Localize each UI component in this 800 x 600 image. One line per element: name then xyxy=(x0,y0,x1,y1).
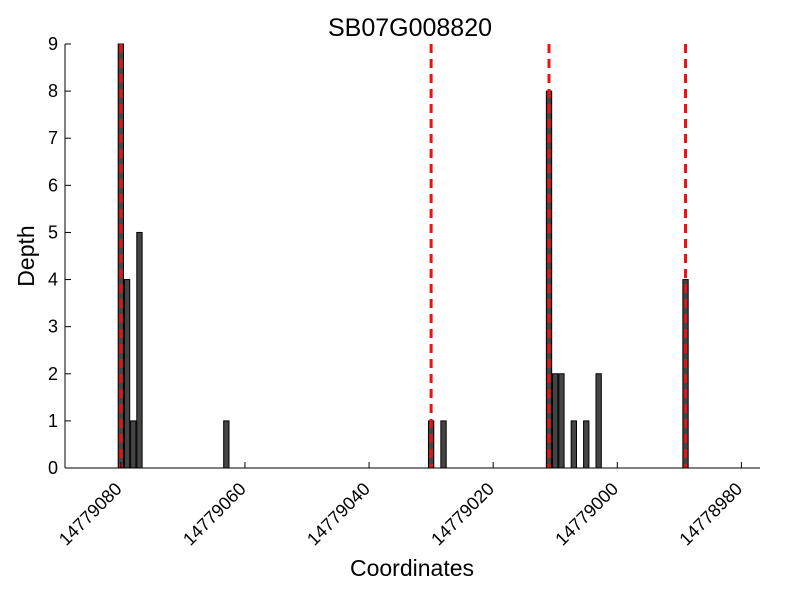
y-tick-label: 7 xyxy=(48,128,58,148)
x-tick-label: 14779080 xyxy=(55,479,126,550)
bar xyxy=(130,420,137,469)
x-tick-label: 14779040 xyxy=(303,479,374,550)
x-tick-label: 14779020 xyxy=(427,479,498,550)
y-tick-label: 9 xyxy=(48,34,58,54)
bar xyxy=(570,420,578,469)
y-tick-label: 1 xyxy=(48,411,58,431)
bar xyxy=(595,373,602,469)
y-tick-label: 8 xyxy=(48,81,58,101)
axes-layer xyxy=(64,44,760,469)
bar xyxy=(558,373,565,469)
bar xyxy=(123,279,131,469)
bar xyxy=(552,373,559,469)
x-axis-label: Coordinates xyxy=(350,555,474,581)
x-tick-label: 14779060 xyxy=(179,479,250,550)
y-axis-label: Depth xyxy=(13,225,39,286)
y-tick-label: 0 xyxy=(48,458,58,478)
y-ticks-layer: 0 1 2 3 4 5 6 7 8 9 xyxy=(48,34,71,478)
x-tick-label: 14778980 xyxy=(675,479,746,550)
chart-title: SB07G008820 xyxy=(328,14,492,42)
y-tick-label: 5 xyxy=(48,222,58,242)
y-tick-label: 4 xyxy=(48,270,58,290)
x-tick-label: 14779000 xyxy=(551,479,622,550)
bar xyxy=(440,420,447,469)
bar xyxy=(136,231,143,469)
y-tick-label: 3 xyxy=(48,317,58,337)
marker-lines-layer xyxy=(119,44,688,468)
y-tick-label: 6 xyxy=(48,175,58,195)
bars-layer xyxy=(117,43,689,469)
bar xyxy=(223,420,230,469)
x-ticks-layer: 14779080 14779060 14779040 14779020 14779000… xyxy=(55,462,746,549)
bar xyxy=(583,420,590,469)
y-tick-label: 2 xyxy=(48,364,58,384)
